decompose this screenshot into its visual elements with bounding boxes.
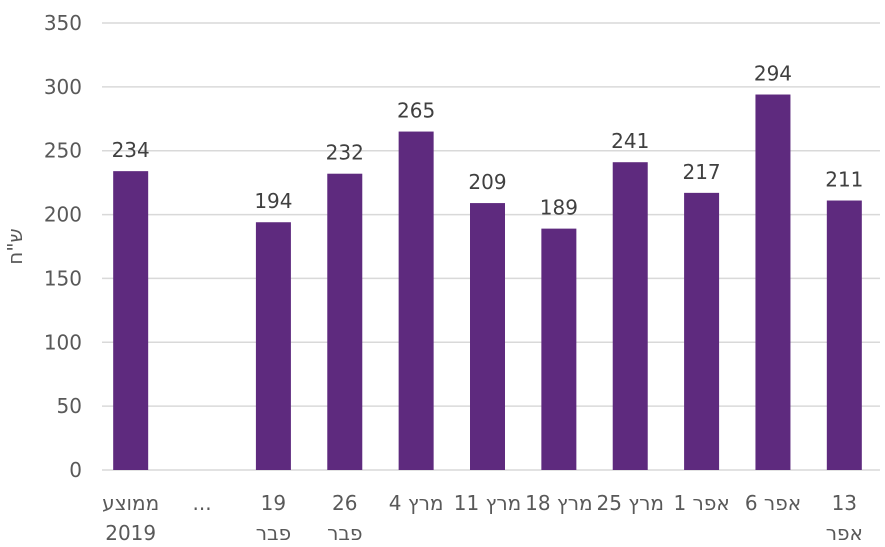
bar [255,222,291,470]
data-label: 294 [754,62,792,86]
x-tick-label: 18 מרץ [525,491,592,515]
x-tick-label: ... [193,491,212,515]
y-tick-label: 250 [44,139,82,163]
x-tick-label: ממוצע [102,491,159,515]
data-label: 211 [825,168,863,192]
x-tick-label: 4 מרץ [389,491,444,515]
y-tick-label: 50 [57,394,82,418]
bar [398,131,434,471]
y-axis-ticks: 0 50 100 150 200 250 300 350 [44,11,82,482]
bar [684,192,720,471]
x-tick-label: 11 מרץ [454,491,521,515]
y-tick-label: 200 [44,203,82,227]
y-axis-title: ש"ח [3,228,27,264]
x-tick-label: פבר [256,521,291,545]
data-label: 217 [682,160,720,184]
data-label: 234 [112,138,150,162]
bar [470,203,505,470]
y-tick-label: 300 [44,75,82,99]
x-axis-ticks: ממוצע 2019... 19 פבר 26 פבר 4 מרץ 11 מרץ 18 מרץ 2… [102,491,863,545]
data-label: 194 [254,189,292,213]
y-tick-label: 0 [69,458,82,482]
x-tick-label: 26 [332,491,357,515]
bar [327,173,363,470]
data-label: 232 [326,141,364,165]
y-tick-label: 100 [44,330,82,354]
x-tick-label: 6 אפר [745,491,801,515]
y-tick-label: 350 [44,11,82,35]
data-label: 209 [468,170,506,194]
data-labels: 234 194 232 265 209 189 241 217 294 211 [112,62,864,220]
bar [612,162,648,471]
x-tick-label: אפר [826,521,863,545]
x-tick-label: פבר [327,521,362,545]
bars [113,94,862,471]
bar [826,200,862,470]
x-tick-label: 25 מרץ [596,491,663,515]
bar [113,171,149,471]
data-label: 189 [540,196,578,220]
data-label: 265 [397,99,435,123]
x-tick-label: 1 אפר [673,491,729,515]
x-tick-label: 19 [261,491,286,515]
x-tick-label: 2019 [105,521,156,545]
bar [541,228,577,470]
bar [755,94,791,471]
data-label: 241 [611,129,649,153]
x-tick-label: 13 [832,491,857,515]
y-tick-label: 150 [44,266,82,290]
